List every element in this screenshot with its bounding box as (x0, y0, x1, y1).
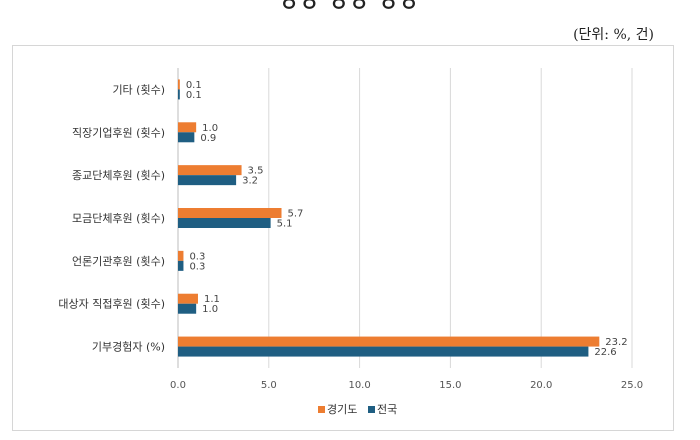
x-tick-label: 0.0 (170, 380, 186, 391)
category-label: 기타 (횟수) (112, 83, 165, 96)
bar-gyeonggi (178, 122, 197, 133)
data-label: 3.2 (242, 176, 258, 187)
legend-label: 경기도 (327, 403, 357, 416)
category-label: 기부경험자 (%) (92, 341, 165, 354)
legend-swatch (368, 406, 375, 413)
category-label: 모금단체후원 (횟수) (72, 212, 165, 225)
x-tick-label: 5.0 (261, 380, 277, 391)
data-label: 3.5 (248, 166, 264, 177)
data-label: 5.7 (288, 209, 304, 220)
bar-national (178, 346, 589, 357)
data-label: 5.1 (277, 219, 293, 230)
bar-national (178, 175, 237, 186)
data-label: 22.6 (594, 347, 616, 358)
category-label: 직장기업후원 (횟수) (72, 126, 165, 139)
data-label: 23.2 (605, 337, 627, 348)
bar-gyeonggi (178, 79, 180, 90)
bar-gyeonggi (178, 208, 282, 218)
data-label: 0.3 (189, 251, 205, 262)
bar-national (178, 303, 197, 314)
bar-gyeonggi (178, 336, 600, 347)
chart-title-clipped: ㅇㅇ ㅇㅇ ㅇㅇ (279, 0, 421, 14)
category-label: 언론기관후원 (횟수) (72, 255, 165, 268)
bar-national (178, 260, 184, 271)
legend-swatch (318, 406, 325, 413)
bar-national (178, 132, 195, 143)
data-label: 0.3 (189, 261, 205, 272)
bar-gyeonggi (178, 293, 198, 304)
category-label: 대상자 직접후원 (횟수) (58, 298, 165, 311)
data-label: 1.0 (202, 123, 218, 134)
x-tick-label: 25.0 (621, 380, 643, 391)
bar-gyeonggi (178, 250, 184, 261)
data-label: 1.0 (202, 304, 218, 315)
data-label: 0.9 (200, 133, 216, 144)
bar-gyeonggi (178, 165, 242, 176)
category-label: 종교단체후원 (횟수) (72, 169, 165, 182)
bar-national (178, 89, 180, 100)
x-tick-label: 10.0 (348, 380, 370, 391)
legend-label: 전국 (377, 403, 397, 416)
x-tick-label: 20.0 (530, 380, 552, 391)
unit-label: (단위: %, 건) (573, 27, 654, 43)
data-label: 0.1 (186, 90, 202, 101)
bar-national (178, 218, 271, 228)
data-label: 0.1 (186, 80, 202, 91)
data-label: 1.1 (204, 294, 220, 305)
x-tick-label: 15.0 (439, 380, 461, 391)
chart-frame (12, 45, 674, 431)
